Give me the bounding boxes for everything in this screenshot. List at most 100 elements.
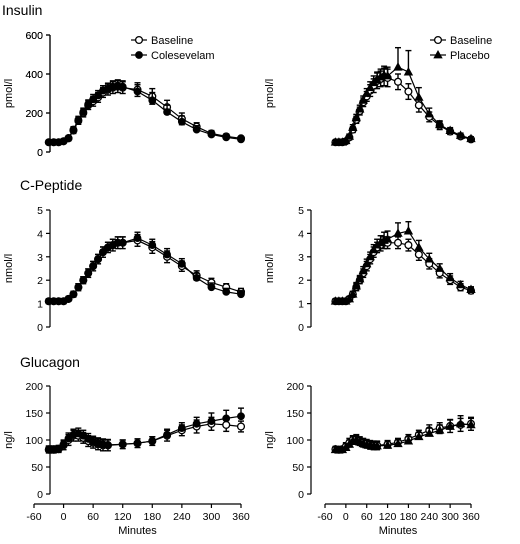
marker-triangle — [424, 428, 434, 437]
marker-triangle — [365, 82, 375, 92]
marker-circle-filled — [118, 238, 127, 247]
series-line — [48, 237, 242, 302]
marker-circle-filled — [59, 440, 68, 449]
marker-circle-filled — [222, 288, 231, 296]
y-tick-label: 600 — [25, 30, 43, 42]
y-tick-label: 200 — [25, 108, 43, 120]
marker-triangle — [348, 122, 358, 132]
marker-circle-open — [404, 241, 413, 250]
marker-circle-filled — [163, 108, 171, 116]
marker-circle-filled — [207, 283, 216, 292]
marker-circle-filled — [207, 417, 216, 426]
y-tick-label: 5 — [37, 205, 43, 217]
y-tick-label: 200 — [286, 381, 304, 393]
y-tick-label: 400 — [25, 69, 43, 81]
marker-triangle — [466, 419, 476, 429]
x-tick-label: -60 — [26, 511, 41, 523]
y-axis-title: pmol/l — [3, 79, 15, 108]
marker-triangle — [445, 272, 455, 282]
marker-circle-filled — [64, 295, 73, 303]
marker-circle-filled — [84, 269, 93, 278]
marker-circle-filled — [207, 130, 216, 139]
marker-circle-filled — [54, 444, 63, 453]
y-axis-title: ng/l — [3, 431, 15, 449]
y-tick-label: 2 — [37, 275, 43, 287]
marker-circle-filled — [94, 91, 102, 100]
marker-circle-filled — [69, 290, 78, 299]
marker-triangle — [351, 281, 361, 290]
marker-circle-filled — [74, 283, 83, 292]
panel-1: 0 200 400 600 pmol/l Baseline Colesevelam — [3, 30, 246, 159]
marker-triangle — [355, 104, 365, 113]
x-axis-title: Minutes — [379, 525, 418, 537]
marker-circle-filled — [177, 117, 186, 126]
marker-circle-filled — [133, 439, 142, 448]
marker-triangle — [414, 92, 424, 101]
marker-circle-filled — [192, 419, 201, 428]
marker-triangle — [362, 258, 372, 268]
marker-triangle — [435, 119, 445, 129]
marker-triangle — [403, 67, 414, 76]
marker-triangle — [455, 418, 466, 428]
y-tick-label: 0 — [37, 322, 43, 334]
marker-triangle — [424, 254, 434, 263]
marker-circle-open — [414, 250, 423, 259]
marker-triangle — [341, 135, 351, 145]
panels-group: 0 200 400 600 pmol/l Baseline Colesevelam 0 200 4… — [3, 30, 492, 537]
marker-circle-filled — [163, 250, 171, 259]
marker-circle-filled — [148, 241, 157, 250]
x-tick-label: 60 — [87, 511, 99, 523]
marker-circle-filled — [148, 437, 157, 445]
y-axis-title: pmol/l — [264, 79, 276, 108]
marker-triangle — [393, 228, 403, 237]
marker-circle-open — [393, 238, 403, 247]
x-tick-label: 300 — [203, 511, 221, 523]
marker-circle-open — [433, 35, 443, 45]
marker-circle-filled — [177, 259, 186, 268]
marker-circle-filled — [118, 440, 127, 449]
marker-triangle — [344, 293, 355, 303]
y-tick-label: 150 — [25, 408, 43, 420]
y-tick-label: 400 — [25, 69, 43, 81]
panel-2: 0 200 400 600 pmol/l Baseline Placebo — [25, 30, 492, 159]
marker-circle-filled — [163, 430, 171, 439]
y-tick-label: 4 — [37, 228, 43, 240]
series-baseline — [331, 67, 476, 147]
legend-label: Colesevelam — [151, 50, 215, 62]
marker-triangle — [344, 131, 355, 140]
marker-circle-open — [222, 420, 231, 429]
marker-triangle — [355, 274, 365, 283]
marker-triangle — [403, 226, 414, 235]
marker-triangle — [435, 425, 445, 434]
marker-triangle — [414, 431, 424, 441]
marker-circle-filled — [118, 82, 127, 91]
marker-triangle — [435, 263, 445, 272]
series-line — [48, 239, 242, 302]
y-tick-label: 4 — [298, 228, 304, 240]
series-colesevelam — [44, 407, 245, 454]
marker-circle-filled — [133, 87, 142, 96]
marker-triangle — [414, 242, 424, 251]
legend-label: Baseline — [450, 35, 492, 47]
marker-circle-filled — [79, 276, 88, 285]
x-tick-label: -60 — [317, 511, 332, 523]
marker-circle-filled — [79, 108, 88, 116]
marker-triangle — [382, 234, 393, 243]
marker-circle-filled — [222, 133, 231, 142]
y-tick-label: 100 — [286, 435, 304, 447]
marker-triangle — [358, 95, 368, 104]
x-tick-label: 360 — [462, 511, 480, 523]
x-tick-label: 60 — [361, 511, 373, 523]
series-placebo — [330, 415, 476, 454]
marker-triangle — [466, 133, 476, 143]
x-tick-label: 240 — [421, 511, 439, 523]
legend-label: Placebo — [450, 50, 490, 62]
marker-triangle — [445, 125, 455, 134]
panel-3: 0 1 2 3 4 5 nmol/l — [3, 205, 246, 334]
y-tick-label: 0 — [298, 322, 304, 334]
series-placebo — [330, 220, 476, 305]
marker-triangle — [393, 62, 403, 71]
legend-entry: Placebo — [430, 49, 490, 62]
marker-triangle — [348, 289, 358, 298]
legend-entry: Colesevelam — [131, 50, 215, 62]
